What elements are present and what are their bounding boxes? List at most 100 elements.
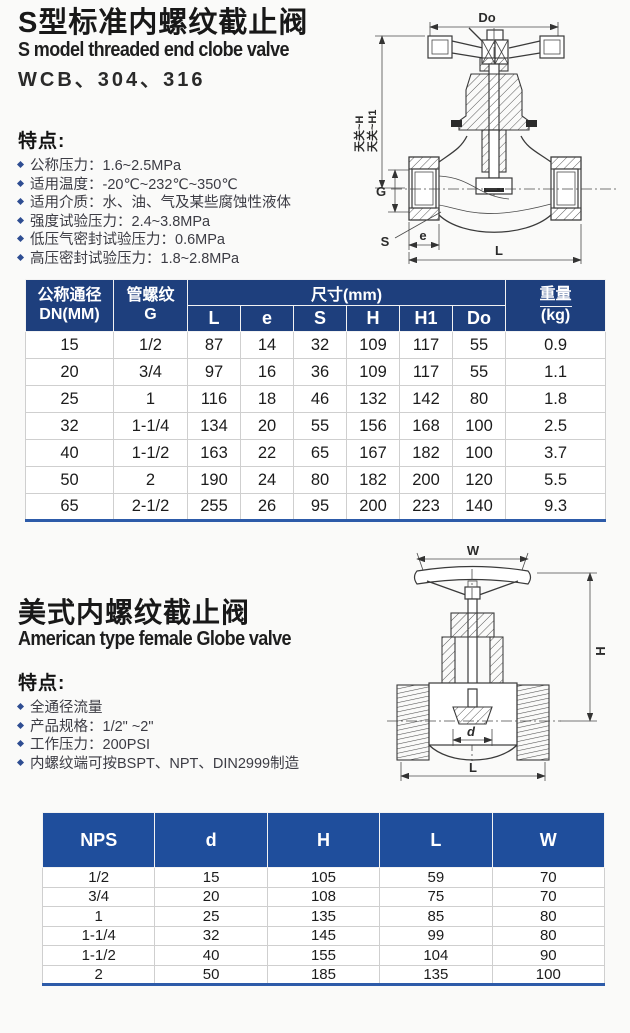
american-valve-drawing: W H [387,543,608,781]
table-cell: 46 [293,385,347,413]
table-row: 1 25 135 85 80 [41,906,606,927]
table-cell: 155 [266,945,381,966]
table-cell: 14 [240,331,294,359]
col-header-d: d [154,812,268,868]
table-cell: 1-1/2 [113,439,188,467]
table-cell: 100 [451,412,507,440]
table-cell: 3.7 [505,439,607,467]
feature-text: 适用介质：水、油、气及某些腐蚀性液体 [30,195,291,212]
bullet-icon [16,721,25,729]
col-header-e: e [240,305,294,332]
table-cell: 80 [293,466,347,494]
table-cell: 3/4 [113,358,188,386]
table-cell: 1 [41,906,156,927]
feature-item: 适用介质：水、油、气及某些腐蚀性液体 [16,194,348,213]
table-cell: 40 [25,439,114,467]
table-cell: 120 [451,466,507,494]
table-cell: 18 [240,385,294,413]
table-cell: 90 [491,945,606,966]
table-cell: 99 [379,925,493,946]
dim-label-g: G [376,184,386,199]
col-header-W: W [491,812,606,868]
table-cell: 24 [240,466,294,494]
dim-label-l: L [469,760,477,775]
col-header-L: L [379,812,493,868]
table-cell: 163 [187,439,241,467]
table-cell: 185 [266,964,381,986]
col-header-H1: H1 [399,305,453,332]
table-cell: 55 [451,358,507,386]
features-list: 全通径流量 产品规格：1/2" ~2" 工作压力：200PSI 内螺纹端可按BSPT、… [16,699,348,773]
table-cell: 9.3 [505,493,607,522]
table-cell: 59 [379,867,493,888]
table-row: 1-1/2 40 155 104 90 [41,945,606,966]
table-cell: 50 [25,466,114,494]
table-row: 32 1-1/4 134 20 55 156 168 100 2.5 [25,412,607,440]
table-cell: 97 [187,358,241,386]
table-cell: 100 [491,964,606,986]
table-cell: 32 [293,331,347,359]
table-cell: 65 [293,439,347,467]
table-row: 40 1-1/2 163 22 65 167 182 100 3.7 [25,439,607,467]
bullet-icon [16,216,25,224]
col-header-L: L [187,305,241,332]
feature-text: 全通径流量 [30,700,103,716]
table-cell: 55 [451,331,507,359]
col-header-weight: 重量 (kg) [505,279,607,332]
feature-text: 公称压力：1.6~2.5MPa [30,158,182,174]
table-cell: 109 [346,331,400,359]
table-cell: 200 [346,493,400,522]
features-list: 公称压力：1.6~2.5MPa 适用温度：-20℃~232℃~350℃ 适用介质：水… [16,157,348,269]
table-row: 1/2 15 105 59 70 [41,867,606,888]
table-cell: 87 [187,331,241,359]
table-cell: 65 [25,493,114,522]
table-cell: 142 [399,385,453,413]
dim-label-s: S [381,234,390,249]
dim-l: L [400,760,546,781]
table-row: 25 1 116 18 46 132 142 80 1.8 [25,385,607,413]
table-row: 15 1/2 87 14 32 109 117 55 0.9 [25,331,607,359]
table-cell: 135 [379,964,493,986]
dim-d: d [452,724,493,746]
col-header-nps: NPS [41,812,156,868]
bullet-icon [16,253,25,262]
table-cell: 2.5 [505,412,607,440]
table-cell: 104 [379,945,493,966]
table-cell: 117 [399,331,453,359]
table-cell: 105 [266,867,381,888]
table-cell: 25 [25,385,114,413]
dimensions-table-s-type: 公称通径 DN(MM) 管螺纹 G 尺寸(mm) 重量 (kg) L e S H… [25,279,607,522]
feature-item: 强度试验压力：2.4~3.8MPa [16,213,348,232]
section1-title-en: S model threaded end clobe valve [18,38,290,61]
table-cell: 255 [187,493,241,522]
table-cell: 116 [187,385,241,413]
table-cell: 40 [154,945,268,966]
table-cell: 32 [154,925,268,946]
table-cell: 20 [240,412,294,440]
col-header-H: H [266,812,381,868]
table-row: 2 50 185 135 100 [41,964,606,986]
feature-item: 适用温度：-20℃~232℃~350℃ [16,176,348,195]
bullet-icon [16,740,25,748]
dim-label-d: d [467,724,476,739]
section2-title-cn: 美式内螺纹截止阀 [18,597,251,628]
table-cell: 145 [266,925,381,946]
table-cell: 15 [25,331,114,359]
table-cell: 1.1 [505,358,607,386]
table-cell: 20 [154,886,268,907]
feature-text: 适用温度：-20℃~232℃~350℃ [30,176,238,193]
dim-s-e: S e [381,211,442,250]
bullet-icon [16,702,25,711]
section2-header: 美式内螺纹截止阀 American type female Globe valv… [18,597,292,650]
table-cell: 117 [399,358,453,386]
table-cell: 3/4 [41,886,156,907]
table-cell: 1.8 [505,385,607,413]
table-cell: 135 [266,906,381,927]
dim-g: G [376,169,409,213]
table-cell: 109 [346,358,400,386]
table-cell: 26 [240,493,294,522]
feature-item: 产品规格：1/2" ~2" [16,718,348,737]
table-cell: 36 [293,358,347,386]
table-cell: 182 [346,466,400,494]
dim-label-w: W [467,543,480,558]
